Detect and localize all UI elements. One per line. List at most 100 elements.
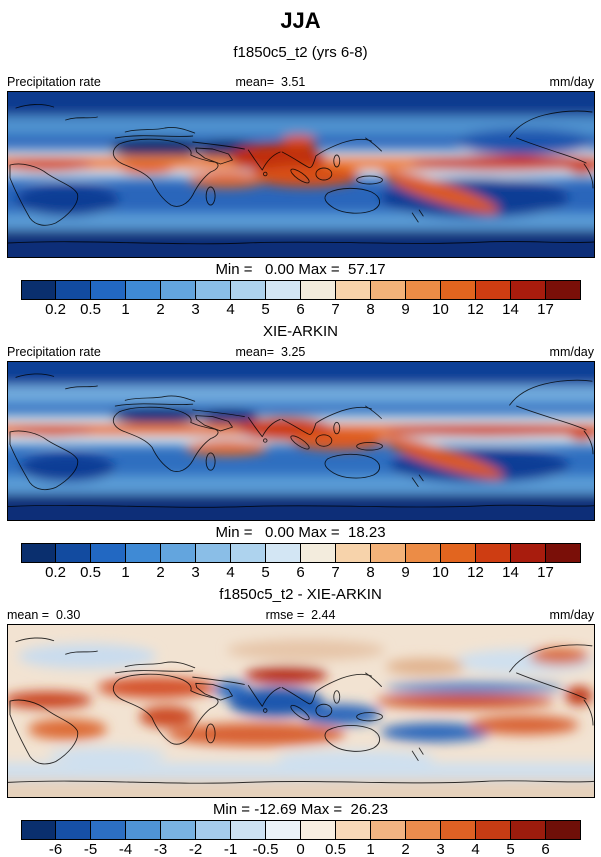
panel-model-header: Precipitation rate mean= 3.51 mm/day [0,73,601,90]
colorbar-cell [161,544,197,562]
colorbar-cell [545,821,580,839]
diff-field [7,639,594,797]
colorbar-tick-label: 17 [537,301,554,318]
colorbar-cell [231,544,267,562]
colorbar-cell [196,281,232,299]
colorbar-tick-label: 0 [296,841,305,857]
colorbar-tick-label: 0.5 [80,301,101,318]
units-label: mm/day [549,345,594,359]
colorbar-obs: 0.2 0.5 1 2 3 4 5 6 7 8 9 10 12 14 17 [20,543,581,583]
colorbar-cell [266,821,301,839]
colorbar-cell [405,544,441,562]
colorbar-cell [370,281,406,299]
colorbar-tick-label: 1 [366,841,375,857]
colorbar-tick-label: 2 [156,301,165,318]
colorbar-tick-label: 1 [121,564,130,581]
variable-label: Precipitation rate [7,345,101,359]
colorbar-tick-label: -5 [83,841,98,857]
colorbar-cell [21,281,57,299]
colorbar-tick-label: -0.5 [252,841,279,857]
colorbar-tick-label: 9 [401,564,410,581]
colorbar-cell [301,281,336,299]
colorbar-tick-label: 3 [191,564,200,581]
colorbar-tick-label: 5 [261,301,270,318]
mean-value-label: mean= 3.51 [235,75,306,89]
colorbar-cell [91,544,127,562]
units-label: mm/day [549,75,594,89]
minmax-diff: Min = -12.69 Max = 26.23 [212,801,389,818]
colorbar-cell [231,281,267,299]
colorbar-cell [21,544,57,562]
colorbar-tick-label: -2 [188,841,203,857]
colorbar-tick-label: 6 [296,564,305,581]
colorbar-cell [370,821,406,839]
colorbar-cell [545,281,580,299]
colorbar-cell [21,821,57,839]
panel-obs: Precipitation rate mean= 3.25 mm/day [0,343,601,583]
colorbar-cell [335,544,371,562]
colorbar-cell [335,281,371,299]
panel-diff: mean = 0.30 rmse = 2.44 mm/day [0,606,601,857]
colorbar-tick-label: -6 [48,841,63,857]
colorbar-tick-label: 7 [331,301,340,318]
colorbar-tick-label: -4 [118,841,133,857]
colorbar-cell [440,281,476,299]
colorbar-tick-label: 12 [467,301,484,318]
case-title: f1850c5_t2 (yrs 6-8) [233,44,368,61]
colorbar-tick-label: -3 [153,841,168,857]
colorbar-cell [475,281,511,299]
colorbar-cell [56,544,92,562]
precip-map-obs [6,361,595,521]
mean-value-label: mean = 0.30 [7,608,81,622]
colorbar-tick-label: 0.5 [325,841,346,857]
colorbar-tick-label: 0.2 [45,301,66,318]
colorbar-cell [91,821,127,839]
colorbar-tick-label: 12 [467,564,484,581]
colorbar-diff: -6 -5 -4 -3 -2 -1 -0.5 0 0.5 1 2 3 4 5 6 [20,820,581,857]
colorbar-cell [545,544,580,562]
colorbar-cells [20,820,581,840]
colorbar-tick-label: 14 [502,564,519,581]
colorbar-model: 0.2 0.5 1 2 3 4 5 6 7 8 9 10 12 14 17 [20,280,581,320]
colorbar-cell [161,281,197,299]
colorbar-tick-label: 10 [432,301,449,318]
colorbar-cell [370,544,406,562]
colorbar-cell [405,821,441,839]
precip-field-obs [7,362,594,520]
colorbar-tick-label: 6 [541,841,550,857]
precip-map-obs-svg [7,362,594,520]
precip-map-model-svg [7,92,594,257]
panel-model: Precipitation rate mean= 3.51 mm/day [0,73,601,320]
colorbar-tick-label: 4 [226,301,235,318]
colorbar-cell [126,281,162,299]
colorbar-tick-label: 4 [471,841,480,857]
colorbar-cell [196,821,232,839]
colorbar-cells [20,280,581,300]
colorbar-cell [405,281,441,299]
colorbar-tick-label: 8 [366,564,375,581]
diff-title: f1850c5_t2 - XIE-ARKIN [219,586,382,603]
colorbar-tick-label: 3 [191,301,200,318]
colorbar-cell [126,821,162,839]
precip-map-model [6,91,595,258]
colorbar-cell [475,821,511,839]
colorbar-tick-label: 2 [156,564,165,581]
colorbar-tick-label: 2 [401,841,410,857]
colorbar-tick-label: 5 [506,841,515,857]
colorbar-cell [91,281,127,299]
colorbar-cell [475,544,511,562]
colorbar-tick-label: 6 [296,301,305,318]
colorbar-cell [510,544,546,562]
colorbar-cell [126,544,162,562]
colorbar-tick-label: 1 [121,301,130,318]
colorbar-cell [161,821,197,839]
colorbar-tick-label: 17 [537,564,554,581]
precip-field-model [7,92,594,257]
colorbar-tick-label: 7 [331,564,340,581]
precip-map-diff [6,624,595,798]
colorbar-cell [196,544,232,562]
variable-label: Precipitation rate [7,75,101,89]
colorbar-tick-label: 8 [366,301,375,318]
season-title: JJA [280,8,321,33]
mean-value-label: mean= 3.25 [235,345,306,359]
